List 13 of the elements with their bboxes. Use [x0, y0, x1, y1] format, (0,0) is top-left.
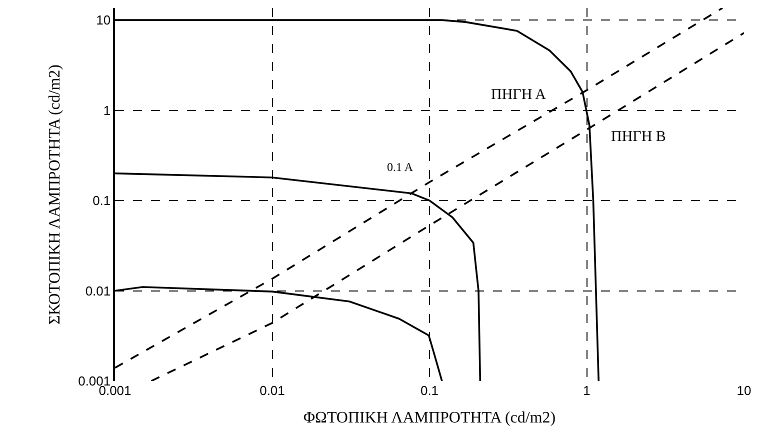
- y-tick-label: 1: [103, 102, 111, 118]
- y-tick-label: 0.01: [85, 283, 111, 298]
- x-tick-label: 10: [736, 383, 752, 398]
- y-tick-label: 0.1: [92, 193, 111, 208]
- annotation: 0.1 Α: [387, 160, 414, 174]
- x-tick-label: 0.1: [420, 383, 439, 398]
- annotation: ΠΗΓΗ Β: [611, 129, 666, 145]
- x-tick-label: 1: [583, 383, 590, 398]
- x-axis-title: ΦΩΤΟΠΙΚΗ ΛΑΜΠΡΟΤΗΤΑ (cd/m2): [303, 410, 556, 427]
- y-tick-label: 10: [96, 12, 111, 28]
- y-axis-title: ΣΚΟΤΟΠΙΚΗ ΛΑΜΠΡΟΤΗΤΑ (cd/m2): [46, 64, 64, 324]
- x-tick-label: 0.01: [260, 383, 285, 398]
- annotation: ΠΗΓΗ Α: [491, 87, 546, 103]
